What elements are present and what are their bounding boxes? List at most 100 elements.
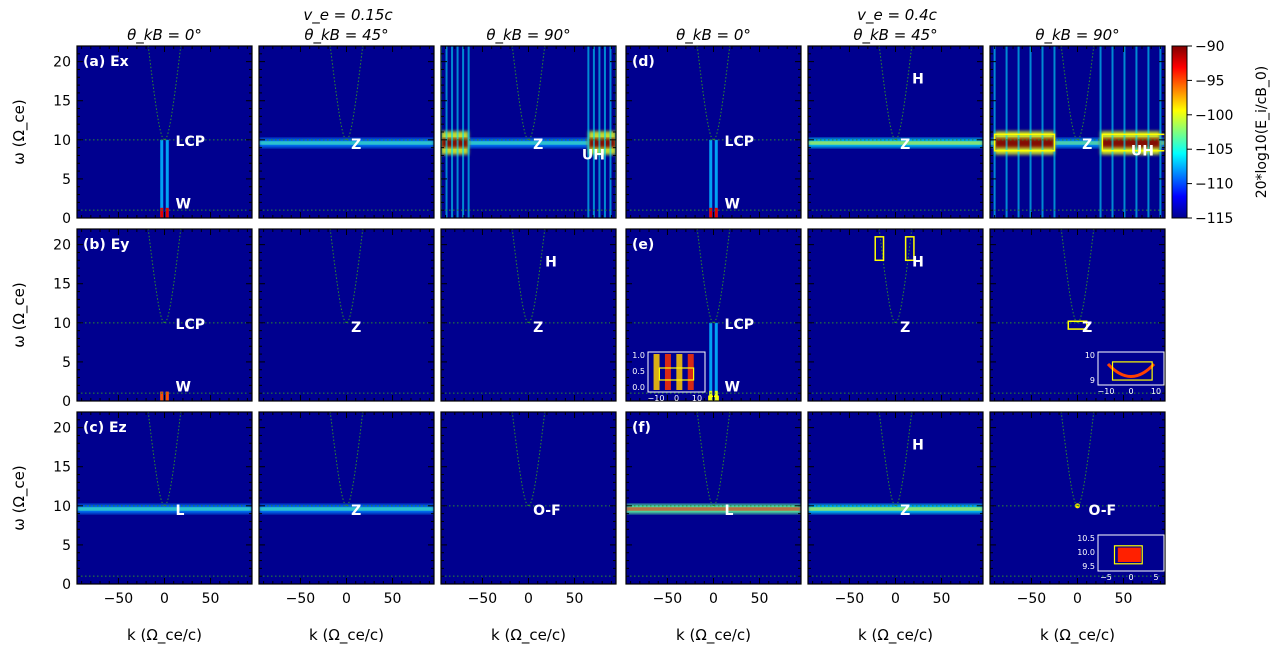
- panel-background: [441, 412, 616, 584]
- panel-background: [808, 46, 983, 218]
- y-tick-label: 0: [62, 394, 71, 410]
- inset-x-tick: −5: [1100, 573, 1112, 582]
- mode-label: Z: [1082, 137, 1092, 153]
- highlight-box: [874, 236, 885, 262]
- colorbar-tick-label: −115: [1195, 211, 1233, 227]
- inset-x-tick: −10: [1098, 387, 1115, 396]
- intense-region: [588, 138, 616, 148]
- intense-region: [1100, 138, 1161, 148]
- y-tick-label: 10: [53, 316, 71, 332]
- resonance-band-core: [808, 507, 983, 511]
- inset-x-tick: −10: [648, 394, 665, 403]
- mode-label: W: [176, 197, 191, 213]
- ticks: [77, 228, 252, 402]
- y-axis-label: ω (Ω_ce): [10, 99, 29, 164]
- x-tick-label: −50: [1017, 591, 1047, 607]
- mode-label: W: [725, 197, 740, 213]
- mode-label: W: [176, 380, 191, 396]
- x-tick-label: −50: [653, 591, 683, 607]
- ticks: [808, 411, 983, 585]
- spike: [709, 139, 713, 218]
- ticks: [808, 228, 983, 402]
- column-title: θ_kB = 45°: [853, 26, 937, 45]
- ticks: [626, 411, 801, 585]
- y-tick-label: 20: [53, 421, 71, 437]
- highlight-box: [1067, 320, 1088, 330]
- y-tick-label: 10: [53, 499, 71, 515]
- spike: [165, 139, 169, 218]
- inset-curve: [1106, 362, 1156, 378]
- panel-background: [808, 412, 983, 584]
- x-axis-label: k (Ω_ce/c): [309, 626, 384, 645]
- inset-y-tick: 9: [1090, 376, 1095, 385]
- panel-r2-c4: H Z −50 0 50: [807, 411, 984, 607]
- inset-y-tick: 1.0: [632, 351, 645, 360]
- spike: [714, 322, 718, 401]
- mode-label: Z: [351, 320, 361, 336]
- x-tick-label: 50: [384, 591, 402, 607]
- mode-label: Z: [900, 137, 910, 153]
- mode-label: W: [725, 380, 740, 396]
- mode-label: LCP: [725, 134, 754, 150]
- x-tick-label: 50: [1115, 591, 1133, 607]
- inset-x-tick: 10: [692, 394, 702, 403]
- x-tick-label: 0: [160, 591, 169, 607]
- panel-tag: (a) Ex: [83, 54, 129, 70]
- ticks: [259, 411, 434, 585]
- panel-r1-c3: LCP W (e): [625, 228, 802, 402]
- y-axis-label: ω (Ω_ce): [10, 282, 29, 347]
- inset-streak: [664, 354, 671, 390]
- x-tick-label: −50: [468, 591, 498, 607]
- resonance-band-core: [441, 141, 616, 145]
- x-tick-label: 50: [202, 591, 220, 607]
- mode-label: UH: [1131, 143, 1154, 159]
- inset-highlight: [658, 367, 695, 381]
- inset-x-tick: 0: [1128, 573, 1133, 582]
- panel-r1-c2: HZ: [440, 228, 617, 402]
- panel-background: [441, 229, 616, 401]
- x-tick-label: 50: [933, 591, 951, 607]
- mode-label: Z: [900, 320, 910, 336]
- highlight-box: [904, 236, 915, 262]
- y-tick-label: 20: [53, 238, 71, 254]
- ticks: [77, 411, 252, 585]
- panel-r2-c0: L (c) Ez 0 5 10 15 20 −50 0 50: [53, 411, 253, 607]
- panel-r1-c4: HZ: [807, 228, 984, 402]
- column-title: θ_kB = 45°: [304, 26, 388, 45]
- group-title-1: v_e = 0.15c: [303, 6, 393, 25]
- panel-background: [77, 46, 252, 218]
- panel-r0-c4: HZ: [807, 45, 984, 219]
- inset-highlight: [1111, 361, 1153, 381]
- colorbar-label: 20*log10(E_i/cB_0): [1254, 66, 1270, 199]
- ticks: [259, 228, 434, 402]
- mode-label: LCP: [176, 317, 205, 333]
- panel-r1-c1: Z: [258, 228, 435, 402]
- ticks: [77, 45, 252, 219]
- spike-core: [165, 391, 169, 401]
- panel-r0-c3: LCP W (d): [625, 45, 802, 219]
- panel-tag: (f): [632, 420, 651, 436]
- inset-streak: [676, 354, 683, 390]
- column-title: θ_kB = 0°: [676, 26, 751, 45]
- x-tick-label: 0: [709, 591, 718, 607]
- x-tick-label: −50: [286, 591, 316, 607]
- panel-r0-c2: Z UH: [440, 45, 617, 219]
- panel-background: [259, 229, 434, 401]
- resonance-band-core: [808, 141, 983, 145]
- panel-r0-c5: Z UH: [989, 45, 1166, 219]
- panel-background: [259, 412, 434, 584]
- group-title-2: v_e = 0.4c: [857, 6, 938, 25]
- x-tick-label: 0: [891, 591, 900, 607]
- panel-background: [77, 229, 252, 401]
- y-tick-label: 20: [53, 55, 71, 71]
- colorbar-tick-label: −100: [1195, 108, 1233, 124]
- mode-label: H: [912, 255, 924, 271]
- y-tick-label: 10: [53, 133, 71, 149]
- ticks: [808, 45, 983, 219]
- x-tick-label: 50: [566, 591, 584, 607]
- mode-label: Z: [351, 137, 361, 153]
- inset: −5 0 5 10.5 10.0 9.5: [1077, 534, 1165, 582]
- panel-background: [77, 412, 252, 584]
- inset-highlight: [1113, 545, 1143, 565]
- x-tick-label: 0: [342, 591, 351, 607]
